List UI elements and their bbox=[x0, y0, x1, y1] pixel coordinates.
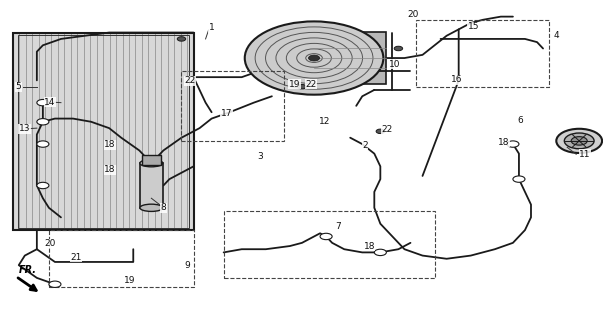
Text: 14: 14 bbox=[44, 98, 56, 107]
Bar bbox=[13, 33, 193, 230]
Text: 18: 18 bbox=[498, 138, 509, 147]
Circle shape bbox=[571, 137, 587, 145]
Ellipse shape bbox=[140, 160, 163, 167]
Circle shape bbox=[37, 182, 49, 189]
Text: 21: 21 bbox=[70, 253, 82, 262]
Circle shape bbox=[374, 249, 387, 256]
Text: 7: 7 bbox=[335, 222, 341, 231]
Circle shape bbox=[376, 129, 385, 133]
Text: 17: 17 bbox=[220, 109, 232, 118]
Circle shape bbox=[37, 100, 49, 106]
Bar bbox=[18, 35, 188, 228]
Circle shape bbox=[556, 129, 602, 153]
Text: 8: 8 bbox=[161, 203, 166, 212]
Text: 1: 1 bbox=[208, 23, 214, 32]
Bar bbox=[181, 71, 284, 141]
Text: 16: 16 bbox=[451, 75, 463, 84]
Text: 15: 15 bbox=[467, 22, 479, 31]
Text: 12: 12 bbox=[319, 116, 330, 126]
Text: 4: 4 bbox=[554, 31, 559, 40]
Circle shape bbox=[245, 21, 384, 95]
Circle shape bbox=[177, 37, 185, 41]
Bar bbox=[13, 33, 193, 230]
Bar bbox=[142, 155, 161, 165]
Bar bbox=[223, 211, 434, 278]
Text: 19: 19 bbox=[289, 80, 300, 89]
Bar bbox=[314, 32, 387, 84]
Text: 19: 19 bbox=[124, 276, 136, 285]
Circle shape bbox=[37, 119, 49, 125]
Bar bbox=[49, 230, 193, 287]
Text: 18: 18 bbox=[104, 140, 116, 149]
Text: 20: 20 bbox=[45, 239, 56, 248]
Text: 22: 22 bbox=[305, 80, 316, 89]
Circle shape bbox=[309, 55, 320, 61]
Circle shape bbox=[298, 84, 306, 89]
Bar bbox=[417, 20, 549, 87]
Text: 20: 20 bbox=[408, 10, 419, 19]
Text: 22: 22 bbox=[382, 125, 393, 134]
Circle shape bbox=[49, 281, 61, 287]
Text: 5: 5 bbox=[16, 82, 22, 91]
Text: 22: 22 bbox=[184, 76, 196, 85]
Ellipse shape bbox=[140, 204, 163, 212]
Text: 2: 2 bbox=[362, 141, 368, 150]
Text: 13: 13 bbox=[19, 124, 30, 133]
Circle shape bbox=[37, 141, 49, 147]
Circle shape bbox=[513, 176, 525, 182]
Circle shape bbox=[564, 133, 594, 149]
Text: 9: 9 bbox=[184, 261, 190, 270]
Text: FR.: FR. bbox=[19, 265, 37, 275]
Text: 11: 11 bbox=[579, 150, 591, 159]
Text: 10: 10 bbox=[390, 60, 401, 69]
Circle shape bbox=[320, 233, 332, 240]
Text: 6: 6 bbox=[518, 116, 524, 125]
Bar bbox=[140, 163, 163, 208]
Text: 3: 3 bbox=[257, 152, 263, 161]
Circle shape bbox=[394, 46, 403, 51]
Text: 18: 18 bbox=[364, 242, 375, 251]
Text: 18: 18 bbox=[104, 165, 116, 174]
Circle shape bbox=[507, 141, 519, 147]
